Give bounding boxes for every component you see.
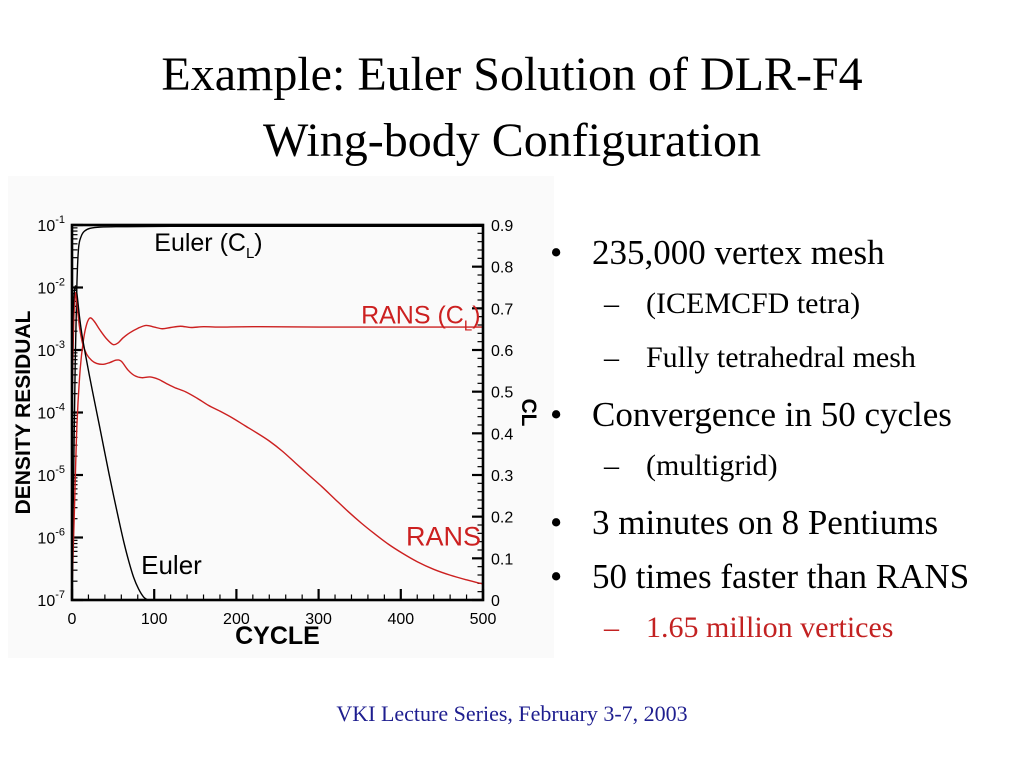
y-right-tick-label: 0.1 [491, 551, 513, 568]
convergence-chart-svg: 0 100 200 300 400 500 10-1 10-2 10-3 10-4 10-5 10-6… [8, 176, 554, 658]
bullet-marker-icon: • [550, 503, 563, 542]
label-euler-cl: Euler (CL) [154, 229, 262, 262]
y-right-tick-label: 0 [491, 593, 500, 610]
y-left-tick-label: 10-5 [37, 464, 65, 485]
y-left-tick-label: 10-3 [37, 339, 65, 360]
y-left-tick-label: 10-4 [37, 402, 65, 423]
label-rans-cl: RANS (CL) [361, 301, 480, 334]
dash-marker-icon: – [604, 287, 619, 320]
y-left-tick-label: 10-1 [37, 214, 65, 235]
curve-rans-cl [71, 317, 484, 593]
y-right-tick-label: 0.6 [491, 343, 513, 360]
bullet-text: 50 times faster than RANS [592, 557, 970, 596]
label-euler: Euler [141, 550, 202, 580]
y-right-tick-label: 0.2 [491, 510, 513, 527]
x-tick-label: 500 [470, 611, 497, 628]
x-tick-label: 0 [68, 611, 77, 628]
curve-rans-residual [71, 292, 484, 585]
bullet-item: • 50 times faster than RANS [538, 557, 1024, 611]
curve-euler-residual [71, 285, 149, 601]
y-left-tick-label: 10-6 [37, 527, 65, 548]
title-line-2: Wing-body Configuration [263, 114, 761, 167]
x-tick-label: 200 [223, 611, 250, 628]
slide-footer: VKI Lecture Series, February 3-7, 2003 [336, 701, 688, 726]
bullet-marker-icon: • [550, 557, 563, 596]
y-right-tick-label: 0.3 [491, 468, 513, 485]
bullet-text: 3 minutes on 8 Pentiums [592, 503, 939, 542]
bullet-text: Fully tetrahedral mesh [646, 341, 916, 374]
y-right-tick-label: 0.7 [491, 301, 513, 318]
bullet-marker-icon: • [550, 233, 563, 272]
y-right-tick-label: 0.5 [491, 385, 513, 402]
bullet-text: 1.65 million vertices [646, 611, 894, 644]
dash-marker-icon: – [604, 449, 619, 482]
bullet-list: • 235,000 vertex mesh – (ICEMCFD tetra) – Ful… [538, 233, 1024, 665]
x-tick-label: 300 [305, 611, 332, 628]
bullet-item: – (multigrid) [538, 449, 1024, 503]
y-left-tick-label: 10-2 [37, 277, 65, 298]
x-tick-label: 100 [141, 611, 168, 628]
bullet-item: • Convergence in 50 cycles [538, 395, 1024, 449]
slide-title: Example: Euler Solution of DLR-F4 Wing-b… [0, 42, 1024, 174]
x-tick-label: 400 [387, 611, 414, 628]
y-left-tick-label: 10-7 [37, 589, 65, 610]
bullet-item: • 235,000 vertex mesh [538, 233, 1024, 287]
label-rans: RANS [406, 521, 481, 551]
plot-border [70, 223, 485, 602]
y-axis-title: DENSITY RESIDUAL [12, 310, 35, 514]
bullet-text: 235,000 vertex mesh [592, 233, 885, 272]
dash-marker-icon: – [604, 341, 619, 374]
chart-background [8, 176, 554, 658]
convergence-chart: 0 100 200 300 400 500 10-1 10-2 10-3 10-4 10-5 10-6… [8, 176, 554, 658]
title-line-1: Example: Euler Solution of DLR-F4 [161, 48, 863, 101]
bullet-text: (ICEMCFD tetra) [646, 287, 861, 320]
bullet-text: (multigrid) [646, 449, 778, 482]
bullet-marker-icon: • [550, 395, 563, 434]
bullet-text: Convergence in 50 cycles [592, 395, 952, 434]
bullet-item: • 3 minutes on 8 Pentiums [538, 503, 1024, 557]
y-right-tick-label: 0.8 [491, 260, 513, 277]
bullet-item: – (ICEMCFD tetra) [538, 287, 1024, 341]
bullet-item: – Fully tetrahedral mesh [538, 341, 1024, 395]
bullet-item: –1.65 million vertices [538, 611, 1024, 665]
y-right-tick-label: 0.4 [491, 426, 513, 443]
right-axis-title: CL [517, 399, 540, 427]
y-right-tick-label: 0.9 [491, 218, 513, 235]
x-axis-title: CYCLE [235, 622, 320, 650]
dash-marker-icon: – [604, 611, 619, 644]
